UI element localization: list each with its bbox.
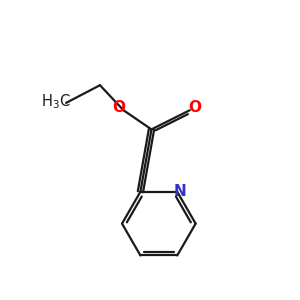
Text: O: O [188,100,202,116]
Text: N: N [174,184,187,199]
Text: H$_3$C: H$_3$C [41,92,70,111]
Text: O: O [112,100,126,115]
